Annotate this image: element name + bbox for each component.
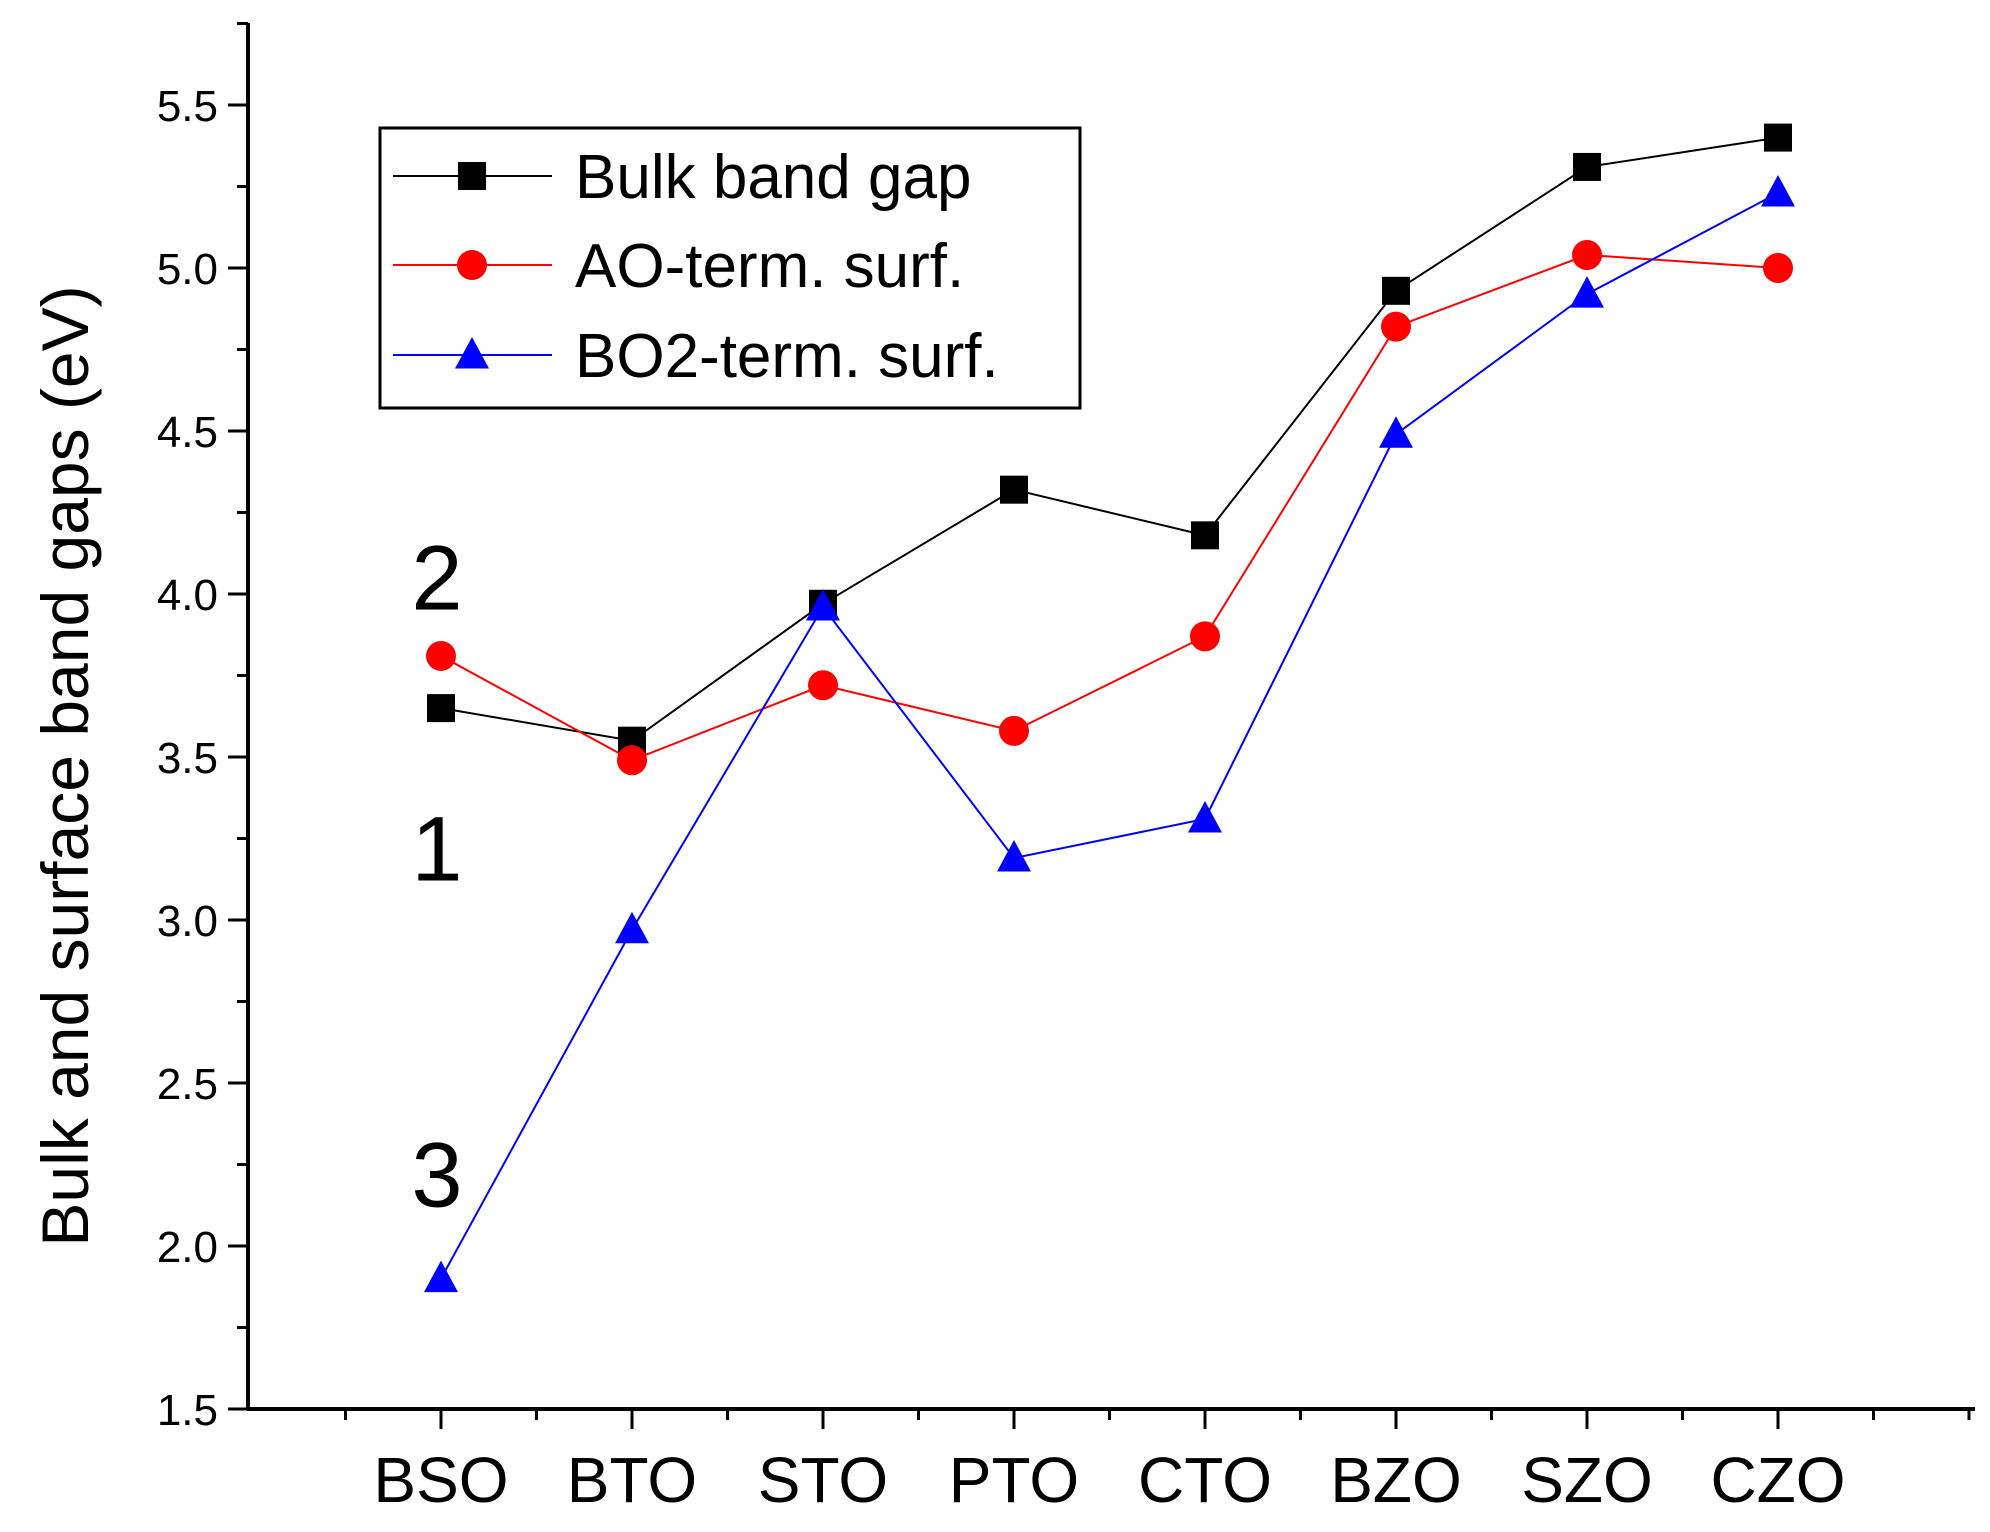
legend-item: BO2-term. surf.: [393, 322, 999, 391]
data-point-bso: [424, 1260, 458, 1293]
series-layer: [424, 123, 1795, 1293]
legend: Bulk band gap AO-term. surf. BO2-term. sur…: [378, 126, 1082, 410]
data-point-sto: [806, 589, 840, 621]
data-point-bso: [426, 640, 456, 671]
x-tick-label-szo: SZO: [1521, 1444, 1653, 1516]
legend-label: AO-term. surf.: [575, 232, 964, 301]
annotation-layer: 2 1 3: [411, 528, 462, 1227]
data-point-szo: [1570, 276, 1604, 308]
y-axis-title: Bulk and surface band gaps (eV): [28, 285, 102, 1246]
series-line: [440, 192, 1779, 1280]
x-tick-label-bso: BSO: [373, 1444, 508, 1516]
x-tick-label-bto: BTO: [567, 1444, 697, 1516]
legend-label: Bulk band gap: [575, 143, 971, 212]
y-tick-label: 1.5: [157, 1386, 218, 1435]
data-point-bzo: [1379, 416, 1413, 448]
series-line: [440, 136, 1779, 742]
data-point-pto: [997, 840, 1031, 872]
y-tick-label: 4.0: [157, 571, 218, 620]
series-2: [426, 239, 1793, 776]
x-tick-label-czo: CZO: [1710, 1444, 1845, 1516]
data-point-pto: [999, 715, 1029, 746]
data-point-bto: [615, 911, 649, 944]
annotation-label: 1: [411, 798, 462, 900]
legend-item: Bulk band gap: [393, 143, 971, 212]
data-point-cto: [1188, 800, 1222, 833]
legend-marker: [458, 162, 486, 190]
annotation-label: 3: [411, 1124, 462, 1226]
data-point-pto: [1000, 475, 1028, 504]
annotation-label: 2: [411, 528, 462, 630]
data-point-szo: [1573, 152, 1601, 181]
x-tick-label-bzo: BZO: [1330, 1444, 1462, 1516]
data-point-bso: [427, 694, 455, 723]
y-tick-label: 5.5: [157, 82, 218, 131]
y-tick-label: 3.5: [157, 734, 218, 783]
y-tick-label: 2.5: [157, 1060, 218, 1109]
x-tick-label-pto: PTO: [949, 1444, 1079, 1516]
data-point-cto: [1190, 621, 1220, 652]
y-tick-label: 2.0: [157, 1223, 218, 1272]
axes: 1.5 2.0 2.5 3.0 3.5 4.0 4.5 5.0 5.5 BSO BTO STO PTO C…: [28, 22, 1975, 1516]
y-tick-label: 3.0: [157, 897, 218, 946]
data-point-sto: [808, 670, 838, 701]
series-3: [424, 175, 1795, 1293]
data-point-bto: [617, 745, 647, 776]
data-point-czo: [1761, 175, 1795, 207]
y-tick-label: 5.0: [157, 245, 218, 294]
data-point-czo: [1763, 253, 1793, 283]
legend-marker: [455, 337, 489, 369]
data-point-bzo: [1382, 276, 1410, 305]
x-tick-label-sto: STO: [758, 1444, 888, 1516]
data-point-szo: [1572, 239, 1602, 270]
legend-marker: [457, 250, 487, 280]
data-point-czo: [1764, 123, 1792, 152]
legend-box: [378, 126, 1082, 410]
x-tick-label-cto: CTO: [1138, 1444, 1272, 1516]
legend-item: AO-term. surf.: [393, 232, 964, 301]
legend-label: BO2-term. surf.: [575, 322, 999, 391]
data-point-cto: [1191, 521, 1219, 550]
series-line: [440, 253, 1779, 762]
data-point-bzo: [1381, 311, 1411, 342]
y-tick-label: 4.5: [157, 408, 218, 457]
